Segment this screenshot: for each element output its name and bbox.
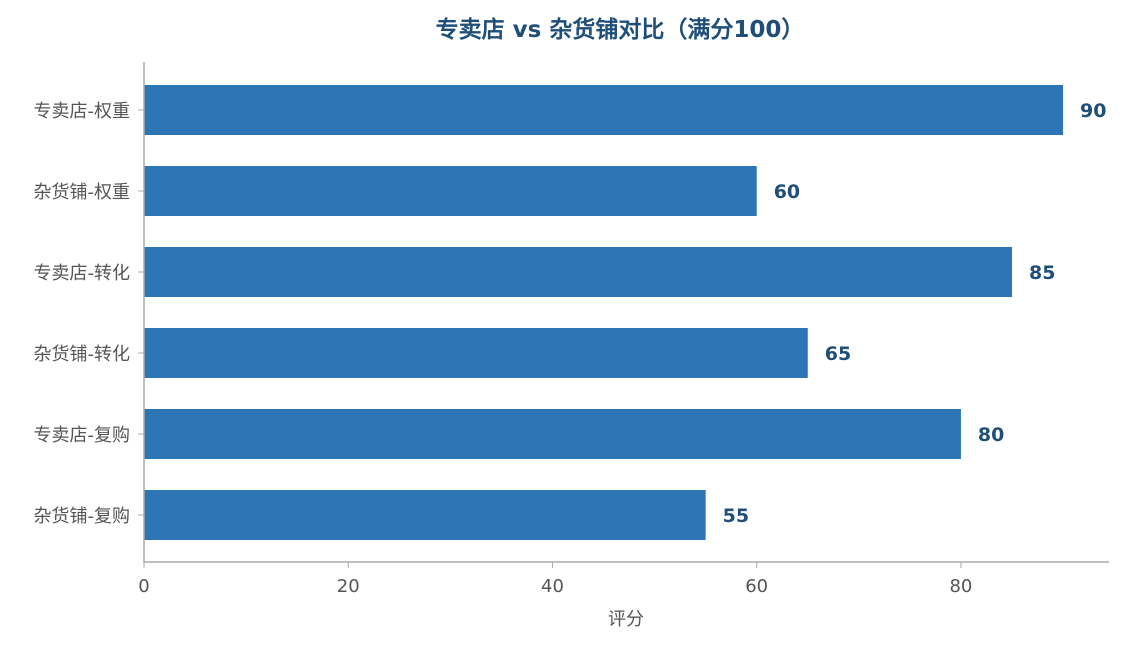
y-tick-label-2: 专卖店-转化 bbox=[34, 263, 131, 284]
bar-2 bbox=[144, 247, 1012, 297]
data-label-5: 55 bbox=[723, 505, 749, 527]
data-labels-group: 90 60 85 65 80 55 bbox=[723, 100, 1107, 527]
y-tick-label-5: 杂货铺-复购 bbox=[34, 506, 131, 527]
bars-group bbox=[144, 85, 1064, 540]
x-axis: 0 20 40 60 80 bbox=[138, 561, 1109, 597]
y-tick-label-3: 杂货铺-转化 bbox=[34, 344, 131, 365]
x-tick-label-4: 80 bbox=[949, 576, 972, 597]
data-label-0: 90 bbox=[1080, 100, 1106, 122]
data-label-4: 80 bbox=[978, 424, 1004, 446]
chart-title: 专卖店 vs 杂货铺对比（满分100） bbox=[436, 16, 805, 43]
bar-0 bbox=[144, 85, 1064, 135]
x-tick-label-1: 20 bbox=[337, 576, 360, 597]
x-tick-label-0: 0 bbox=[138, 576, 149, 597]
data-label-1: 60 bbox=[774, 181, 800, 203]
bar-1 bbox=[144, 166, 757, 216]
bar-5 bbox=[144, 490, 706, 540]
x-axis-label: 评分 bbox=[608, 609, 644, 630]
bar-3 bbox=[144, 328, 808, 378]
x-tick-label-3: 60 bbox=[745, 576, 768, 597]
x-tick-label-2: 40 bbox=[541, 576, 564, 597]
y-tick-label-0: 专卖店-权重 bbox=[34, 101, 131, 122]
y-tick-label-1: 杂货铺-权重 bbox=[34, 182, 131, 203]
data-label-2: 85 bbox=[1029, 262, 1055, 284]
y-tick-label-4: 专卖店-复购 bbox=[34, 425, 131, 446]
data-label-3: 65 bbox=[825, 343, 851, 365]
bar-4 bbox=[144, 409, 961, 459]
